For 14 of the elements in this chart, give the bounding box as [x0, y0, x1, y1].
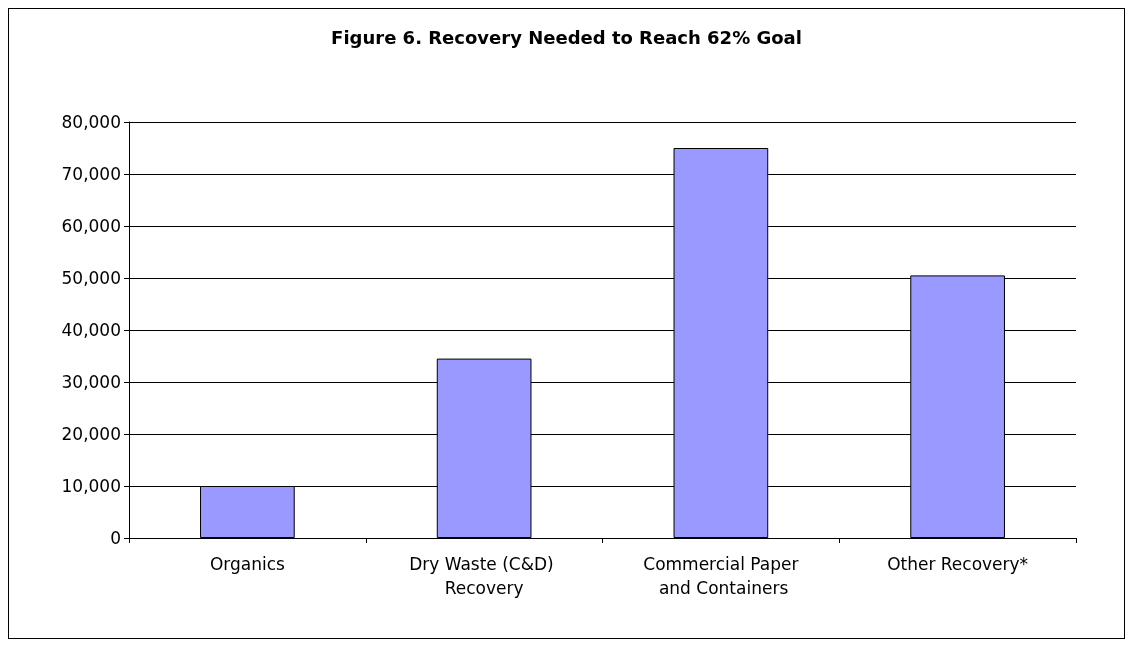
x-tick-label: Organics — [209, 554, 286, 574]
chart-title: Figure 6. Recovery Needed to Reach 62% Goal — [331, 26, 802, 48]
y-tick-label: 10,000 — [61, 476, 121, 496]
y-tick-label: 0 — [110, 528, 121, 548]
y-tick-label: 70,000 — [61, 164, 121, 184]
x-tick-label: Commercial Paper and Containers — [643, 554, 799, 598]
y-tick-label: 50,000 — [61, 268, 121, 288]
x-tick-label: Dry Waste (C&D) Recovery — [409, 554, 560, 598]
y-tick-label: 40,000 — [61, 320, 121, 340]
x-tick-label: Other Recovery* — [887, 554, 1029, 574]
y-tick-label: 30,000 — [61, 372, 121, 392]
y-tick-label: 20,000 — [61, 424, 121, 444]
y-tick-label: 80,000 — [61, 112, 121, 132]
y-tick-label: 60,000 — [61, 216, 121, 236]
